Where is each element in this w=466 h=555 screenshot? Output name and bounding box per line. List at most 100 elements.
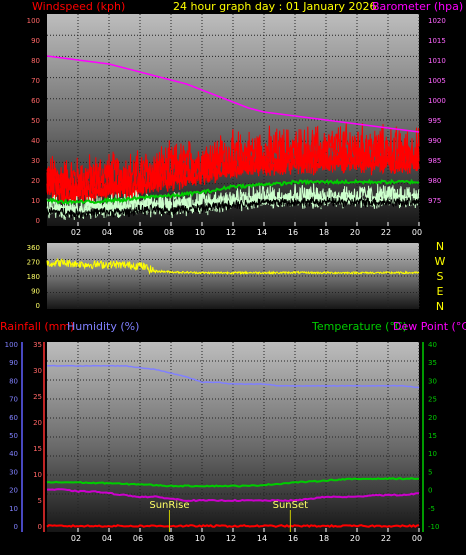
humidity-line (46, 364, 420, 389)
barometer-axis-label: Barometer (hpa) (372, 0, 463, 13)
rain-y-tick-label: 5 (38, 497, 42, 505)
direction-y-tick-label: 270 (27, 259, 40, 267)
temperature-y-tick-label: 10 (428, 450, 437, 458)
wind-y-tick-label: 80 (31, 57, 40, 65)
humidity-y-tick-label: 30 (9, 468, 18, 476)
humidity-y-ticks: 0 10 20 30 40 50 60 70 80 90 100 (5, 341, 23, 532)
wind-y-tick-label: 100 (27, 17, 40, 25)
wind-y-ticks: 0 10 20 30 40 50 60 70 80 90 100 (27, 17, 40, 225)
direction-grid (47, 243, 420, 309)
x-tick-label: 02 (71, 534, 81, 543)
x-tick-label: 02 (71, 228, 81, 237)
chart-title: 24 hour graph day : 01 January 2026 (173, 0, 377, 13)
temperature-y-tick-label: 0 (428, 487, 432, 495)
wind-y-tick-label: 90 (31, 37, 40, 45)
humidity-axis-label: Humidity (%) (67, 320, 139, 333)
baro-y-ticks: 975 980 985 990 995 1000 1005 1010 1015 1020 (428, 17, 446, 205)
direction-y-tick-label: 90 (31, 288, 40, 296)
windspeed-calm-trace (46, 196, 420, 219)
x-tick-label: 00 (412, 534, 422, 543)
temperature-x-ticks: 02 04 06 08 10 12 14 16 18 20 22 00 (71, 528, 422, 543)
rain-y-tick-label: 10 (33, 471, 42, 479)
temperature-y-tick-label: 35 (428, 359, 437, 367)
temperature-series (46, 364, 420, 528)
humidity-y-tick-label: 10 (9, 505, 18, 513)
temperature-y-tick-label: 40 (428, 341, 437, 349)
direction-y-ticks: 0 90 180 270 360 (27, 244, 40, 310)
sunrise-label: SunRise (149, 500, 189, 511)
humidity-y-tick-label: 100 (5, 341, 18, 349)
sun-annotations: SunRise SunSet (149, 500, 308, 532)
temperature-y-tick-label: 15 (428, 432, 437, 440)
wind-y-tick-label: 60 (31, 97, 40, 105)
humidity-y-tick-label: 50 (9, 432, 18, 440)
rainfall-axis-label: Rainfall (mm) (0, 320, 74, 333)
wind-direction-line (46, 257, 420, 276)
humidity-y-tick-label: 20 (9, 487, 18, 495)
wind-y-tick-label: 10 (31, 197, 40, 205)
x-tick-label: 20 (350, 228, 360, 237)
x-tick-label: 04 (102, 228, 112, 237)
baro-y-tick-label: 975 (428, 197, 441, 205)
baro-y-tick-label: 1005 (428, 77, 446, 85)
wind-y-tick-label: 50 (31, 117, 40, 125)
x-tick-label: 12 (226, 228, 236, 237)
rain-y-ticks: 0 5 10 15 20 25 30 35 (33, 341, 45, 532)
temperature-y-tick-label: 30 (428, 377, 437, 385)
x-tick-label: 10 (195, 534, 205, 543)
rain-y-tick-label: 0 (38, 523, 42, 531)
wind-y-tick-label: 30 (31, 157, 40, 165)
x-tick-label: 14 (257, 534, 267, 543)
x-tick-label: 08 (164, 534, 174, 543)
x-tick-label: 00 (412, 228, 422, 237)
wind-y-tick-label: 40 (31, 137, 40, 145)
direction-series (46, 257, 420, 276)
x-tick-label: 22 (381, 228, 391, 237)
humidity-y-tick-label: 80 (9, 377, 18, 385)
humidity-y-tick-label: 70 (9, 396, 18, 404)
humidity-y-tick-label: 60 (9, 414, 18, 422)
humidity-y-tick-label: 90 (9, 359, 18, 367)
compass-letter: N (436, 300, 444, 313)
direction-y-tick-label: 0 (36, 302, 40, 310)
sunset-label: SunSet (273, 500, 309, 511)
x-tick-label: 18 (319, 534, 329, 543)
humidity-y-tick-label: 40 (9, 450, 18, 458)
windspeed-average-line (46, 178, 420, 205)
x-tick-label: 20 (350, 534, 360, 543)
temperature-y-tick-label: -10 (428, 523, 439, 531)
dewpoint-axis-label: Dew Point (°C) (393, 320, 466, 333)
dewpoint-line (46, 488, 420, 503)
baro-y-tick-label: 990 (428, 137, 441, 145)
rain-y-tick-label: 15 (33, 445, 42, 453)
temperature-y-tick-label: 25 (428, 396, 437, 404)
x-tick-label: 06 (133, 228, 143, 237)
baro-y-tick-label: 980 (428, 177, 441, 185)
temperature-y-ticks: -10 -5 0 5 10 15 20 25 30 35 40 (422, 341, 439, 532)
x-tick-label: 16 (288, 228, 298, 237)
compass-letter: S (437, 270, 444, 283)
baro-y-tick-label: 1015 (428, 37, 446, 45)
wind-x-ticks: 02 04 06 08 10 12 14 16 18 20 22 00 (71, 222, 422, 237)
rain-y-tick-label: 30 (33, 367, 42, 375)
x-tick-label: 08 (164, 228, 174, 237)
humidity-y-tick-label: 0 (14, 523, 18, 531)
direction-y-tick-label: 360 (27, 244, 40, 252)
baro-y-tick-label: 1000 (428, 97, 446, 105)
x-tick-label: 18 (319, 228, 329, 237)
x-tick-label: 14 (257, 228, 267, 237)
windspeed-axis-label: Windspeed (kph) (32, 0, 125, 13)
barometer-line (46, 55, 420, 133)
temperature-y-tick-label: 20 (428, 414, 437, 422)
compass-letter: E (437, 285, 444, 298)
x-tick-label: 04 (102, 534, 112, 543)
rain-y-tick-label: 20 (33, 419, 42, 427)
wind-y-tick-label: 70 (31, 77, 40, 85)
compass-letter: W (435, 255, 446, 268)
rainfall-line (46, 524, 420, 528)
temperature-grid (47, 342, 420, 532)
